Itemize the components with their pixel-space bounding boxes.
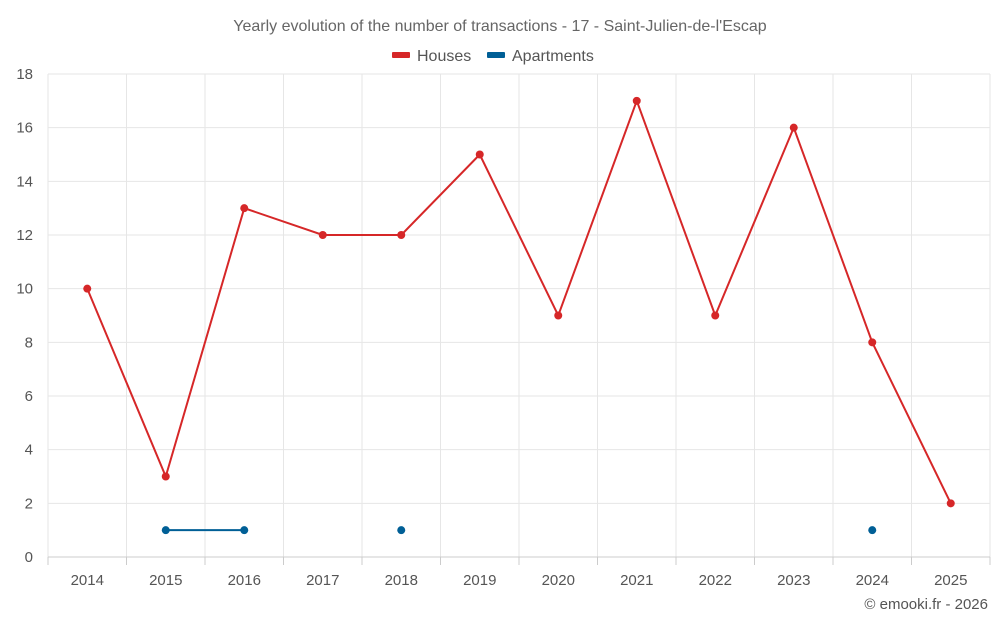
point-apartments-2016[interactable] — [240, 526, 249, 535]
credit-text: © emooki.fr - 2026 — [864, 596, 988, 613]
point-apartments-2024[interactable] — [868, 526, 877, 535]
y-tick-label: 14 — [16, 173, 33, 190]
point-houses-2019[interactable] — [475, 150, 484, 159]
x-tick-label-2021: 2021 — [620, 572, 653, 589]
x-tick-label-2018: 2018 — [385, 572, 418, 589]
x-tick-label-2023: 2023 — [777, 572, 810, 589]
y-tick-label: 2 — [25, 495, 33, 512]
legend-item-houses[interactable]: Houses — [392, 48, 471, 65]
point-houses-2018[interactable] — [397, 231, 406, 239]
point-houses-2023[interactable] — [789, 123, 798, 132]
point-houses-2017[interactable] — [318, 231, 327, 239]
x-tick-label-2016: 2016 — [228, 572, 261, 589]
series-line-houses — [86, 97, 952, 504]
series-houses — [83, 96, 955, 508]
point-houses-2021[interactable] — [632, 96, 641, 105]
x-tick-label-2020: 2020 — [542, 572, 575, 589]
y-tick-label: 0 — [25, 549, 33, 566]
y-tick-label: 8 — [25, 334, 33, 351]
legend[interactable]: Houses Apartments — [392, 48, 594, 65]
series — [83, 96, 955, 535]
grid — [47, 73, 991, 557]
legend-item-apartments[interactable]: Apartments — [487, 48, 594, 65]
point-apartments-2018[interactable] — [397, 526, 406, 535]
y-tick-label: 16 — [16, 120, 33, 137]
point-houses-2022[interactable] — [711, 311, 720, 320]
point-houses-2015[interactable] — [161, 472, 170, 481]
point-houses-2020[interactable] — [554, 311, 563, 320]
x-tick-label-2022: 2022 — [699, 572, 732, 589]
point-houses-2016[interactable] — [240, 204, 249, 213]
legend-label-apartments: Apartments — [512, 48, 594, 65]
y-tick-label: 10 — [16, 281, 33, 298]
x-tick-label-2014: 2014 — [71, 572, 104, 589]
chart-title: Yearly evolution of the number of transa… — [233, 18, 767, 35]
legend-swatch-houses — [392, 52, 410, 58]
y-tick-label: 4 — [25, 442, 33, 459]
y-tick-label: 6 — [25, 388, 33, 405]
x-tick-label-2017: 2017 — [306, 572, 339, 589]
x-tick-label-2019: 2019 — [463, 572, 496, 589]
point-houses-2025[interactable] — [946, 499, 955, 508]
y-tick-label: 18 — [16, 66, 33, 83]
legend-swatch-apartments — [487, 52, 505, 58]
point-houses-2014[interactable] — [83, 284, 92, 293]
axes: 0 2 4 6 8 10 12 14 16 18 2014 2015 2016 2017 2018 2019 2… — [16, 66, 991, 589]
x-tick-label-2024: 2024 — [856, 572, 889, 589]
x-tick-label-2015: 2015 — [149, 572, 182, 589]
series-apartments — [161, 526, 877, 535]
point-apartments-2015[interactable] — [161, 526, 170, 535]
x-tick-label-2025: 2025 — [934, 572, 967, 589]
legend-label-houses: Houses — [417, 48, 471, 65]
point-houses-2024[interactable] — [868, 338, 877, 347]
y-tick-label: 12 — [16, 227, 33, 244]
